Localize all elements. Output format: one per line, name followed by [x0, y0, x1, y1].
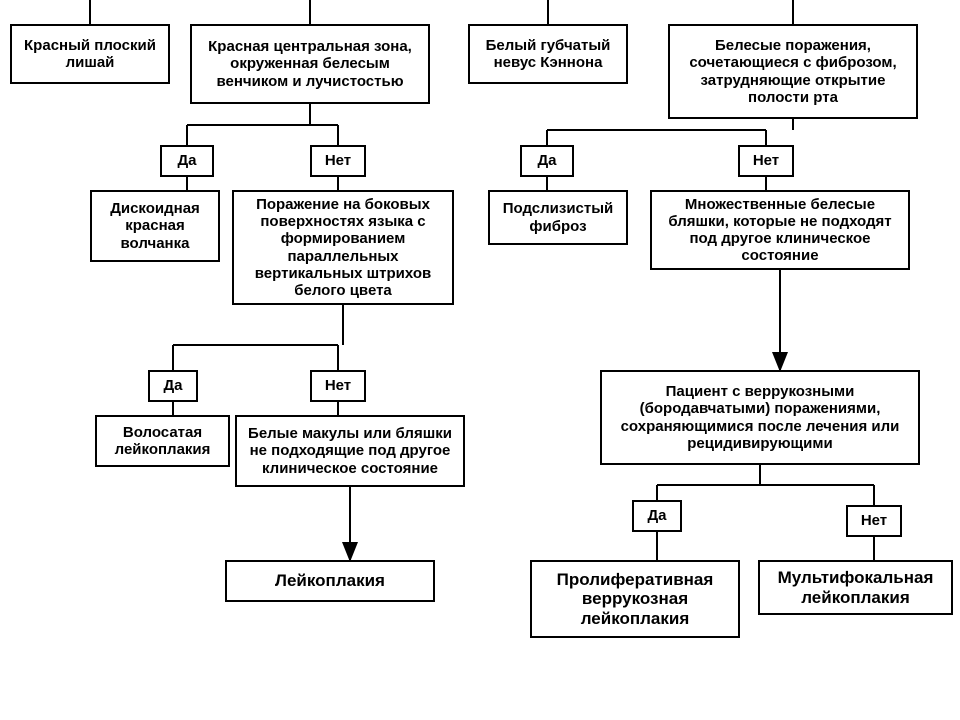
node-n8: Множественные белесые бляшки, которые не…: [650, 190, 910, 270]
node-n12: Лейкоплакия: [225, 560, 435, 602]
node-n1: Красный плоский лишай: [10, 24, 170, 84]
node-d3n: Нет: [310, 370, 366, 402]
node-d2y: Да: [520, 145, 574, 177]
node-n4: Белесые поражения, сочетающиеся с фиброз…: [668, 24, 918, 119]
node-n5: Дискоидная красная волчанка: [90, 190, 220, 262]
node-n9: Волосатая лейкоплакия: [95, 415, 230, 467]
node-n10: Белые макулы или бляшки не подходящие по…: [235, 415, 465, 487]
node-n14: Мультифокальная лейкоплакия: [758, 560, 953, 615]
node-d4y: Да: [632, 500, 682, 532]
node-n7: Подслизистый фиброз: [488, 190, 628, 245]
node-n2: Красная центральная зона, окруженная бел…: [190, 24, 430, 104]
node-n6: Поражение на боковых поверхностях языка …: [232, 190, 454, 305]
node-n3: Белый губчатый невус Кэннона: [468, 24, 628, 84]
node-d1y: Да: [160, 145, 214, 177]
node-n13: Пролиферативная веррукозная лейкоплакия: [530, 560, 740, 638]
node-d3y: Да: [148, 370, 198, 402]
node-n11: Пациент с веррукозными (бородавчатыми) п…: [600, 370, 920, 465]
node-d4n: Нет: [846, 505, 902, 537]
node-d2n: Нет: [738, 145, 794, 177]
node-d1n: Нет: [310, 145, 366, 177]
